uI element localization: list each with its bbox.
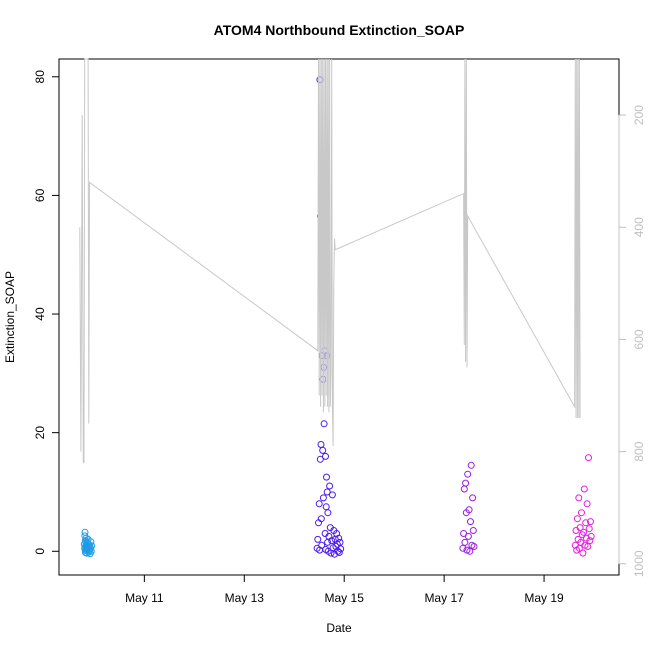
data-point [576, 524, 584, 532]
data-point [319, 446, 327, 454]
data-point [469, 527, 477, 534]
data-point [335, 549, 343, 556]
data-point [467, 518, 474, 526]
data-point [585, 525, 593, 533]
series-0 [80, 528, 96, 558]
right-y-axis: 200 400 600 800 1000 [618, 105, 646, 577]
data-point [586, 537, 594, 545]
y-axis: 0 20 40 60 80 [33, 70, 60, 555]
right-tick-label: 600 [632, 329, 646, 349]
data-point [470, 543, 478, 550]
right-tick-label: 800 [632, 441, 646, 461]
data-point [466, 547, 474, 555]
right-tick-label: 400 [632, 217, 646, 237]
data-point [573, 515, 581, 523]
data-point [317, 441, 325, 448]
data-point [462, 479, 470, 487]
data-point [324, 509, 332, 517]
plot-area [58, 58, 620, 576]
y-tick-label: 40 [33, 307, 47, 321]
plot-frame [58, 58, 620, 576]
data-point [465, 506, 473, 514]
data-point [461, 538, 469, 546]
data-point [323, 473, 330, 481]
data-point [464, 532, 472, 540]
data-point [88, 542, 96, 550]
data-point [326, 482, 334, 490]
data-point [582, 534, 590, 542]
data-point [583, 500, 591, 508]
data-point [582, 519, 590, 527]
data-point [578, 509, 585, 517]
y-tick-label: 80 [33, 70, 47, 84]
data-point [580, 528, 588, 536]
data-point [82, 534, 90, 542]
data-point [336, 538, 344, 546]
data-point [319, 494, 327, 502]
data-point [320, 420, 328, 428]
data-point [460, 485, 468, 493]
data-point [322, 452, 329, 460]
data-point [467, 461, 475, 469]
data-point [572, 527, 580, 534]
data-point [335, 534, 343, 542]
data-point [328, 491, 336, 499]
x-tick-label: May 17 [424, 591, 464, 605]
data-point [587, 532, 595, 540]
data-point [587, 518, 594, 526]
data-point [459, 544, 467, 552]
y-tick-label: 60 [33, 188, 47, 202]
data-point [328, 537, 336, 545]
data-point [575, 494, 583, 502]
data-point [323, 488, 331, 496]
x-tick-label: May 13 [225, 591, 265, 605]
x-tick-label: May 11 [125, 591, 164, 605]
data-point [315, 500, 323, 508]
data-point [318, 541, 326, 549]
data-point [87, 547, 95, 555]
chart-title: ATOM4 Northbound Extinction_SOAP [214, 22, 465, 38]
x-tick-label: May 15 [325, 591, 365, 605]
data-point [337, 545, 345, 553]
y-tick-label: 0 [33, 548, 47, 555]
right-tick-label: 1000 [632, 550, 646, 577]
data-point [86, 546, 93, 554]
data-point [579, 549, 587, 557]
x-axis-label: Date [326, 621, 352, 635]
data-point [87, 538, 95, 546]
data-point [314, 535, 322, 543]
data-point [580, 485, 588, 493]
x-axis: May 11 May 13 May 15 May 17 May 19 [125, 574, 564, 605]
series-line [79, 58, 581, 464]
data-point [322, 503, 330, 511]
data-point [464, 470, 472, 478]
data-point [585, 454, 592, 462]
data-point [81, 528, 89, 536]
series-4 [79, 58, 581, 464]
y-axis-label: Extinction_SOAP [3, 271, 17, 363]
series-3 [571, 454, 595, 557]
series-2 [459, 461, 478, 555]
right-tick-label: 200 [632, 105, 646, 125]
data-point [316, 455, 324, 463]
data-point [317, 515, 325, 523]
data-point [584, 543, 592, 550]
x-tick-label: May 19 [524, 591, 564, 605]
series-layer [79, 58, 595, 558]
data-point [469, 494, 477, 502]
y-tick-label: 20 [33, 426, 47, 440]
